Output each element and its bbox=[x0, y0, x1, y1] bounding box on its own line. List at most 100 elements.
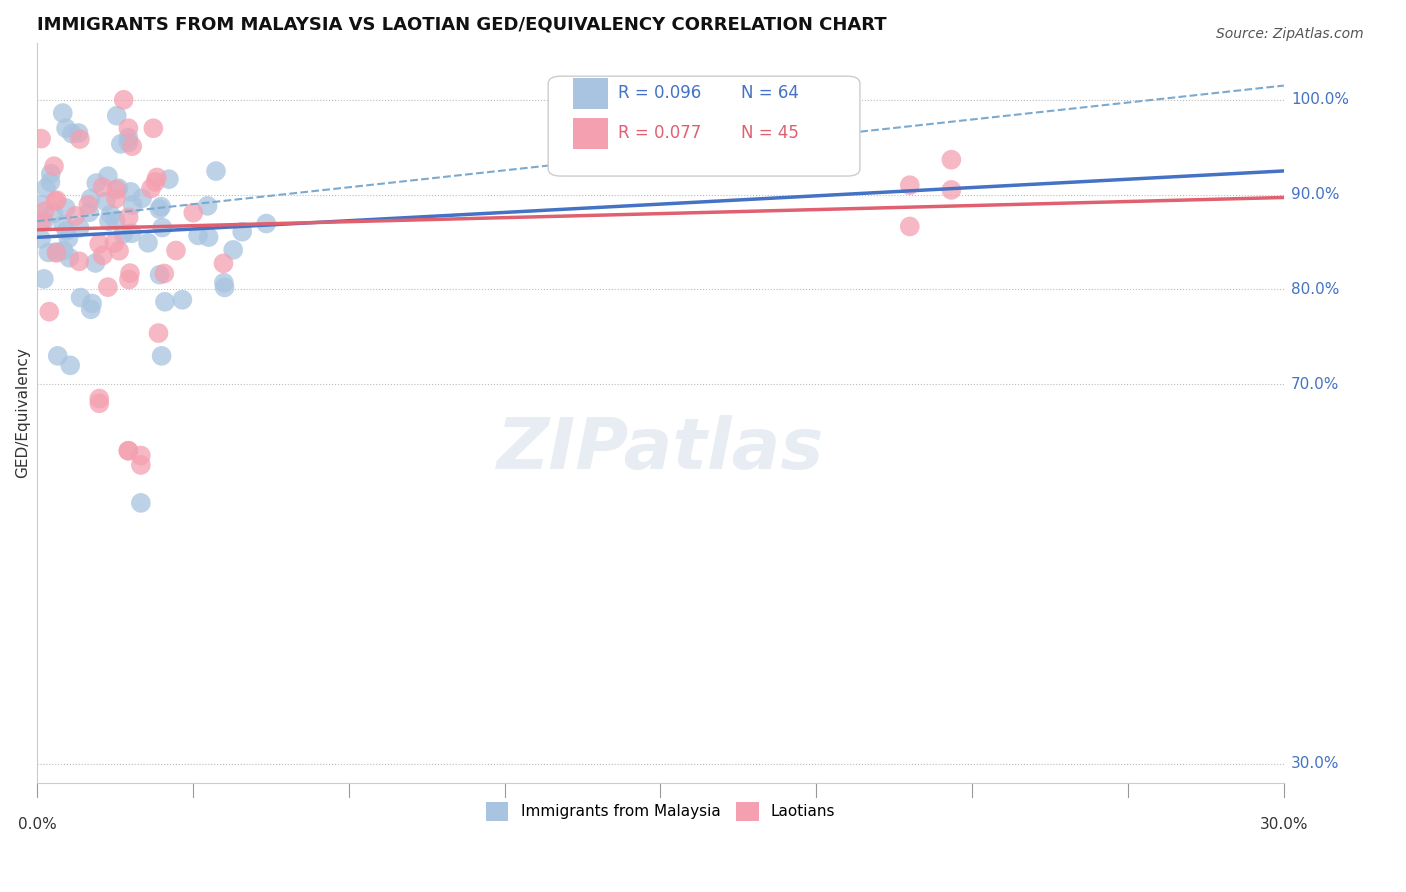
Point bbox=[55, 201, 77, 215]
Point bbox=[117, 443, 139, 458]
Point bbox=[112, 227, 135, 241]
Point bbox=[69, 220, 91, 235]
Point bbox=[146, 170, 169, 185]
Point bbox=[148, 326, 170, 340]
Point bbox=[91, 180, 114, 194]
Point bbox=[80, 302, 103, 317]
Point bbox=[107, 181, 129, 195]
Point bbox=[91, 248, 114, 262]
Point bbox=[121, 139, 143, 153]
Point bbox=[105, 192, 128, 206]
Point bbox=[143, 175, 166, 189]
Point bbox=[117, 211, 139, 225]
Point bbox=[129, 496, 152, 510]
Point bbox=[149, 268, 172, 282]
Point bbox=[121, 198, 143, 212]
Point bbox=[898, 178, 921, 193]
Point bbox=[197, 199, 219, 213]
Point bbox=[38, 304, 60, 318]
Point bbox=[37, 245, 59, 260]
Point bbox=[52, 244, 75, 258]
Point bbox=[32, 214, 55, 228]
Point bbox=[117, 121, 139, 136]
Point bbox=[94, 194, 117, 209]
Point bbox=[97, 214, 120, 228]
Point bbox=[212, 276, 235, 290]
Point bbox=[136, 235, 159, 250]
Point bbox=[165, 244, 187, 258]
Point bbox=[139, 181, 162, 195]
Point bbox=[55, 121, 77, 136]
FancyBboxPatch shape bbox=[548, 76, 860, 176]
Point bbox=[129, 458, 152, 472]
Point bbox=[117, 136, 139, 150]
Point bbox=[129, 449, 152, 463]
Point bbox=[35, 181, 58, 195]
Point bbox=[150, 220, 173, 235]
Text: IMMIGRANTS FROM MALAYSIA VS LAOTIAN GED/EQUIVALENCY CORRELATION CHART: IMMIGRANTS FROM MALAYSIA VS LAOTIAN GED/… bbox=[37, 15, 887, 33]
Point bbox=[67, 126, 90, 140]
Point bbox=[254, 217, 277, 231]
Y-axis label: GED/Equivalency: GED/Equivalency bbox=[15, 347, 30, 478]
Point bbox=[197, 230, 219, 244]
Point bbox=[150, 200, 173, 214]
Text: R = 0.077: R = 0.077 bbox=[619, 124, 702, 142]
Point bbox=[89, 396, 111, 410]
Point bbox=[212, 256, 235, 270]
Point bbox=[30, 131, 52, 145]
Point bbox=[117, 443, 139, 458]
Point bbox=[105, 109, 128, 123]
Point bbox=[231, 225, 253, 239]
Point bbox=[941, 153, 963, 167]
Point bbox=[65, 209, 87, 223]
Point bbox=[118, 272, 141, 286]
Text: ZIPatlas: ZIPatlas bbox=[496, 416, 824, 484]
Text: 0.0%: 0.0% bbox=[17, 817, 56, 832]
Point bbox=[100, 208, 122, 222]
Bar bbox=[574, 78, 607, 110]
Point bbox=[153, 294, 176, 309]
Point bbox=[214, 280, 236, 294]
Point bbox=[222, 243, 245, 257]
Point bbox=[150, 349, 173, 363]
Point bbox=[110, 136, 132, 151]
Text: 30.0%: 30.0% bbox=[1291, 756, 1340, 772]
Point bbox=[69, 291, 91, 305]
Point bbox=[131, 191, 153, 205]
Text: N = 64: N = 64 bbox=[741, 84, 800, 103]
Point bbox=[58, 231, 80, 245]
Point bbox=[157, 172, 180, 186]
Point bbox=[898, 219, 921, 234]
Text: Source: ZipAtlas.com: Source: ZipAtlas.com bbox=[1216, 27, 1364, 41]
Point bbox=[79, 192, 101, 206]
Point bbox=[172, 293, 194, 307]
Point bbox=[97, 280, 120, 294]
Point bbox=[77, 198, 100, 212]
Point bbox=[148, 202, 170, 216]
Point bbox=[84, 176, 107, 190]
Point bbox=[181, 205, 204, 219]
Point bbox=[58, 251, 80, 265]
Point bbox=[30, 198, 52, 212]
Point bbox=[45, 244, 67, 259]
Point bbox=[42, 206, 65, 220]
Point bbox=[118, 266, 141, 280]
Point bbox=[69, 132, 91, 146]
Text: 90.0%: 90.0% bbox=[1291, 187, 1340, 202]
Text: R = 0.096: R = 0.096 bbox=[619, 84, 702, 103]
Point bbox=[30, 215, 52, 229]
Point bbox=[39, 175, 62, 189]
Point bbox=[97, 169, 120, 183]
Point bbox=[153, 267, 176, 281]
Bar bbox=[574, 118, 607, 149]
Point bbox=[44, 194, 66, 208]
Point bbox=[52, 106, 75, 120]
Point bbox=[104, 213, 127, 227]
Point bbox=[45, 245, 67, 260]
Point bbox=[82, 296, 104, 310]
Point bbox=[205, 164, 228, 178]
Point bbox=[103, 235, 125, 250]
Point bbox=[77, 205, 100, 219]
Point bbox=[142, 121, 165, 136]
Point bbox=[67, 254, 90, 268]
